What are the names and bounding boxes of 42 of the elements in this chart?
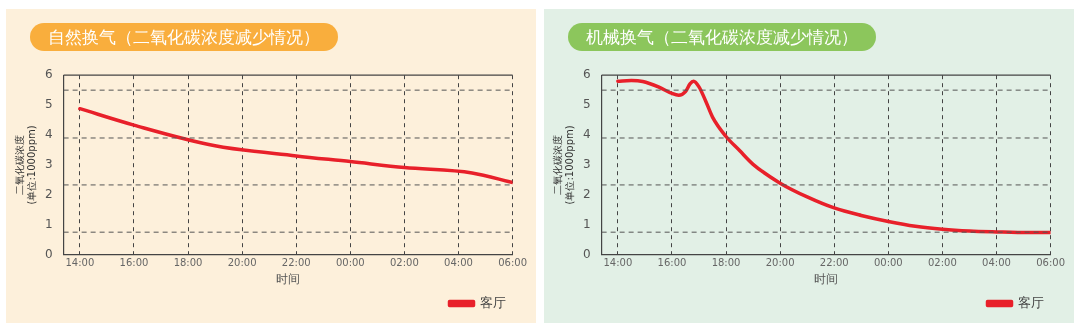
y-tick-label: 2 xyxy=(44,186,53,201)
chart-title: 自然换气（二氧化碳浓度减少情况） xyxy=(30,23,338,51)
y-axis-title: 二氧化碳浓度 (单位:1000ppm) xyxy=(551,125,575,205)
x-tick-label: 04:00 xyxy=(982,257,1011,269)
x-tick-label: 02:00 xyxy=(389,257,419,269)
y-tick-label: 0 xyxy=(582,246,591,261)
line-series xyxy=(78,106,513,185)
x-tick-label: 18:00 xyxy=(711,257,741,269)
x-tick-label: 16:00 xyxy=(657,257,687,269)
y-tick-label: 3 xyxy=(582,157,591,172)
legend-label: 客厅 xyxy=(1018,294,1044,310)
x-tick-label: 00:00 xyxy=(335,257,365,269)
chart-title: 机械换气（二氧化碳浓度减少情况） xyxy=(568,23,876,51)
y-tick-label: 5 xyxy=(582,97,591,112)
y-tick-label: 3 xyxy=(44,157,53,172)
legend-label: 客厅 xyxy=(480,294,506,310)
y-tick-label: 1 xyxy=(44,216,53,231)
x-tick-label: 00:00 xyxy=(873,257,903,269)
x-tick-label: 16:00 xyxy=(119,257,149,269)
y-tick-label: 6 xyxy=(582,67,591,82)
x-tick-label: 18:00 xyxy=(173,257,203,269)
x-axis-title: 时间 xyxy=(814,271,839,286)
line-series xyxy=(616,78,1051,235)
x-tick-label: 14:00 xyxy=(65,257,95,269)
x-axis-title: 时间 xyxy=(276,271,301,286)
y-tick-label: 2 xyxy=(582,186,591,201)
y-tick-label: 4 xyxy=(582,127,591,142)
x-tick-label: 02:00 xyxy=(927,257,957,269)
x-tick-label: 22:00 xyxy=(281,257,311,269)
x-tick-label: 14:00 xyxy=(603,257,633,269)
x-tick-label: 06:00 xyxy=(498,257,527,269)
y-tick-label: 5 xyxy=(44,97,53,112)
x-tick-label: 20:00 xyxy=(227,257,257,269)
x-tick-label: 22:00 xyxy=(819,257,849,269)
y-tick-label: 0 xyxy=(44,246,53,261)
y-tick-label: 4 xyxy=(44,127,53,142)
y-tick-label: 6 xyxy=(44,67,53,82)
x-tick-label: 06:00 xyxy=(1036,257,1065,269)
x-tick-label: 20:00 xyxy=(765,257,795,269)
x-tick-label: 04:00 xyxy=(444,257,473,269)
y-tick-label: 1 xyxy=(582,216,591,231)
y-axis-title: 二氧化碳浓度 (单位:1000ppm) xyxy=(13,125,37,205)
